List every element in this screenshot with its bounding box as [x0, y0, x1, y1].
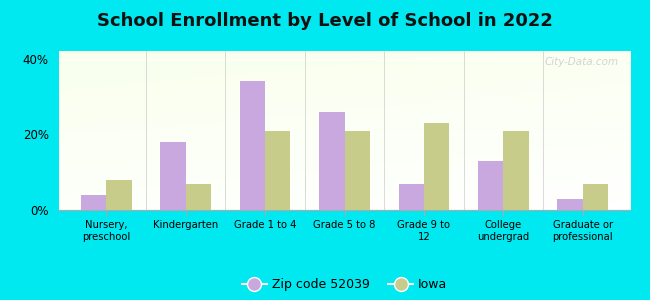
Text: City-Data.com: City-Data.com: [545, 57, 619, 68]
Bar: [398, 184, 424, 210]
Bar: [319, 112, 344, 210]
Bar: [424, 123, 449, 210]
Legend: Zip code 52039, Iowa: Zip code 52039, Iowa: [237, 273, 452, 296]
Bar: [265, 130, 291, 210]
Bar: [558, 199, 583, 210]
Bar: [240, 81, 265, 210]
Bar: [583, 184, 608, 210]
Text: School Enrollment by Level of School in 2022: School Enrollment by Level of School in …: [97, 12, 553, 30]
Bar: [503, 130, 529, 210]
Bar: [106, 180, 131, 210]
Bar: [160, 142, 186, 210]
Bar: [186, 184, 211, 210]
Bar: [81, 195, 106, 210]
Bar: [478, 161, 503, 210]
Bar: [344, 130, 370, 210]
